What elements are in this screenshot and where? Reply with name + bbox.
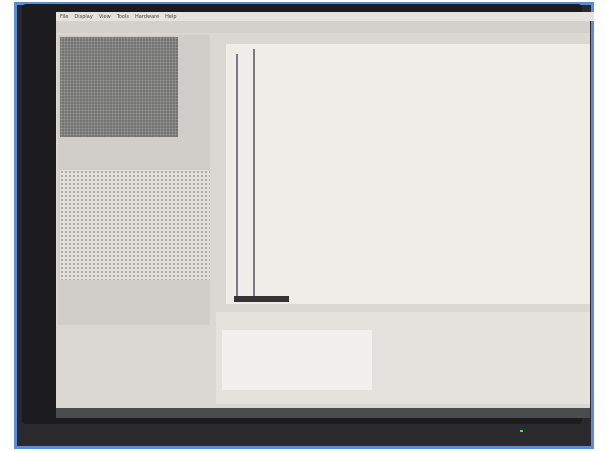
well-plate (60, 170, 210, 280)
toolbar (56, 21, 590, 33)
peak (253, 49, 255, 299)
screen: File Display View Tools Hardware Help (56, 12, 590, 408)
menu-item[interactable]: File (60, 14, 68, 20)
taskbar (56, 408, 590, 418)
menu-bar: File Display View Tools Hardware Help (56, 12, 594, 21)
bottom-pane (216, 312, 590, 404)
menu-item[interactable]: Hardware (135, 14, 159, 20)
menu-item[interactable]: Help (165, 14, 176, 20)
results-table (222, 330, 372, 390)
menu-item[interactable]: View (99, 14, 111, 20)
menu-item[interactable]: Tools (117, 14, 129, 20)
page: {"menu":["File","Display","View","Tools"… (0, 0, 606, 451)
spectrum-chart (226, 44, 590, 304)
power-led (520, 430, 523, 432)
microscope-image (60, 37, 178, 137)
peak (236, 54, 238, 299)
menu-item[interactable]: Display (74, 14, 92, 20)
baseline (234, 296, 289, 302)
monitor-bezel: File Display View Tools Hardware Help (22, 4, 582, 424)
left-pane (58, 35, 210, 325)
